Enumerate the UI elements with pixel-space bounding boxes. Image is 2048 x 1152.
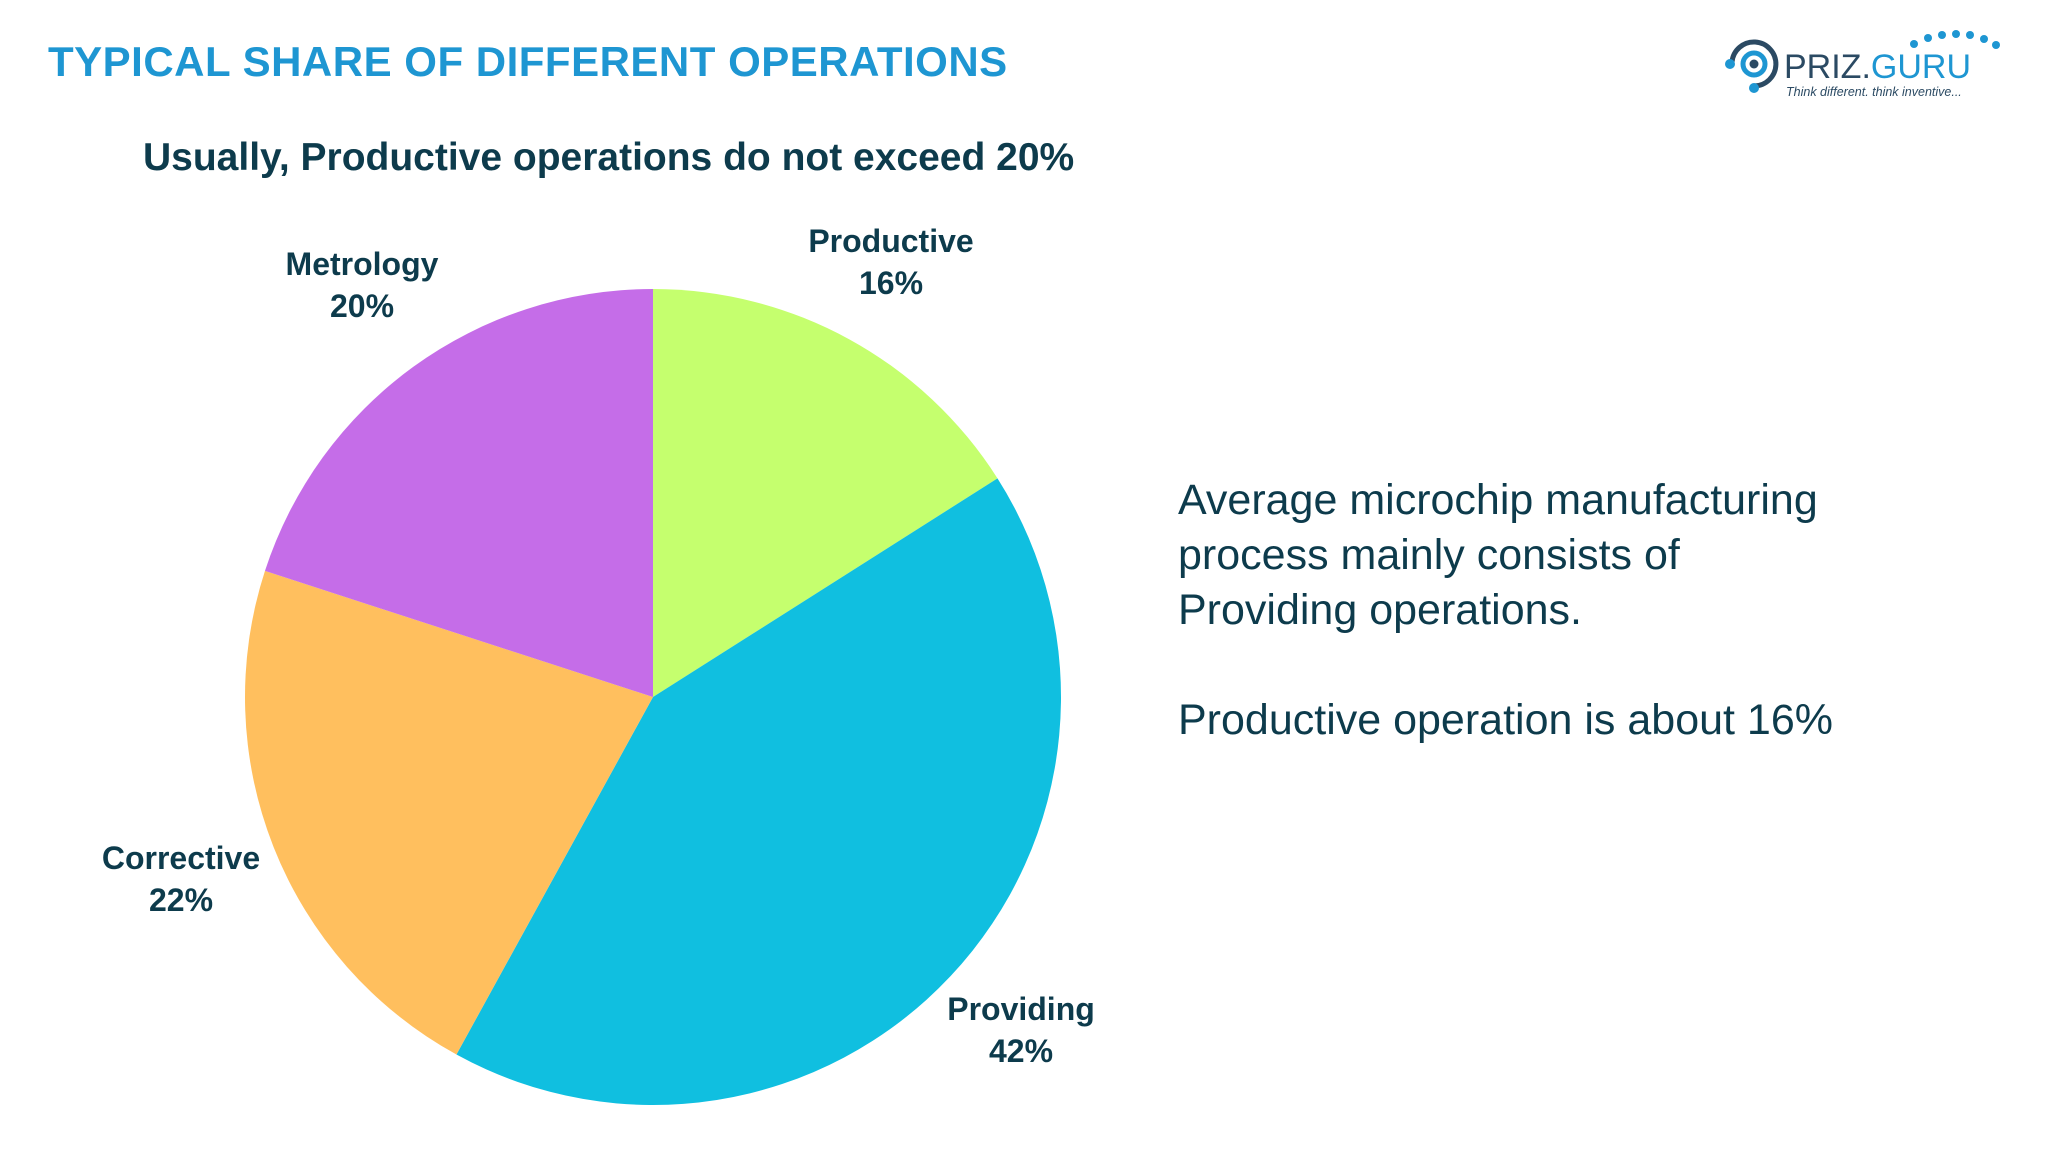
logo-brand-prefix: PRIZ. bbox=[1784, 48, 1871, 86]
description-line-1: Average microchip manufacturing bbox=[1178, 476, 1818, 524]
pie-chart: Productive 16% Providing 42% Corrective 22% Me… bbox=[102, 223, 1095, 1105]
description-line-3: Providing operations. bbox=[1178, 586, 1582, 634]
pie-slice-corrective bbox=[245, 570, 653, 1055]
slice-label-productive: Productive bbox=[808, 223, 973, 259]
pie-slice-providing bbox=[456, 478, 1062, 1105]
slice-value-productive: 16% bbox=[859, 265, 923, 301]
logo-wordmark: PRIZ.GURU bbox=[1784, 48, 1971, 86]
logo-dots-icon bbox=[1910, 30, 2000, 49]
description-text: Average microchip manufacturing process … bbox=[1178, 473, 1958, 748]
logo-tagline: Think different. think inventive... bbox=[1786, 85, 1962, 99]
slice-value-providing: 42% bbox=[989, 1033, 1053, 1069]
pie-slice-productive bbox=[653, 289, 998, 697]
page-title: TYPICAL SHARE OF DIFFERENT OPERATIONS bbox=[48, 38, 1008, 85]
pie-labels: Productive 16% Providing 42% Corrective 22% Me… bbox=[102, 223, 1095, 1069]
description-paragraph-2: Productive operation is about 16% bbox=[1178, 696, 1833, 744]
logo-eye-icon bbox=[1725, 39, 1779, 93]
logo-brand-suffix: GURU bbox=[1871, 48, 1971, 86]
slice-value-corrective: 22% bbox=[149, 882, 213, 918]
description-line-2: process mainly consists of bbox=[1178, 531, 1680, 579]
logo-graphic: PRIZ.GURU Think different. think inventi… bbox=[1725, 30, 2000, 99]
slice-value-metrology: 20% bbox=[330, 288, 394, 324]
pie-slice-metrology bbox=[264, 289, 653, 697]
slice-label-providing: Providing bbox=[947, 991, 1095, 1027]
pie-slices bbox=[245, 289, 1062, 1105]
pie-chart-svg: Productive 16% Providing 42% Corrective 22% Me… bbox=[102, 223, 1095, 1105]
description-paragraph-1: Average microchip manufacturing process … bbox=[1178, 473, 1958, 638]
slice-label-metrology: Metrology bbox=[286, 246, 439, 282]
brand-logo[interactable]: PRIZ.GURU Think different. think inventi… bbox=[1718, 28, 2038, 108]
slice-label-corrective: Corrective bbox=[102, 840, 260, 876]
page-subtitle: Usually, Productive operations do not ex… bbox=[143, 136, 1075, 179]
